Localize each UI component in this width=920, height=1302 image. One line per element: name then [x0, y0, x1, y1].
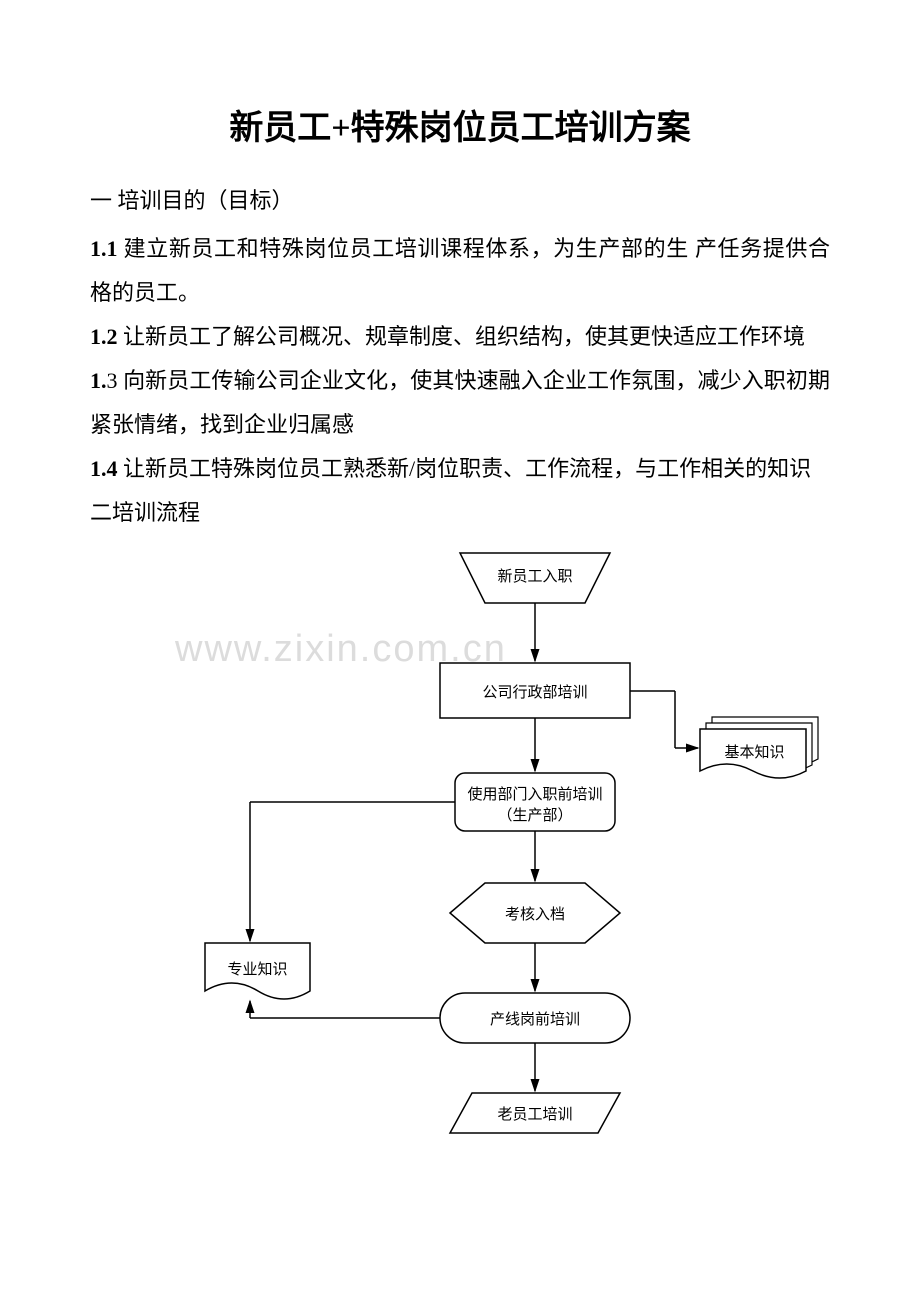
para-1-1-text: 建立新员工和特殊岗位员工培训课程体系，为生产部的生 产任务提供合格的员工。 [90, 236, 830, 305]
para-1-4: 1.4 让新员工特殊岗位员工熟悉新/岗位职责、工作流程，与工作相关的知识 [90, 447, 830, 491]
label-n1: 新员工入职 [460, 565, 610, 586]
para-1-2-text: 让新员工了解公司概况、规章制度、组织结构，使其更快适应工作环境 [118, 324, 806, 349]
label-n5: 产线岗前培训 [440, 1008, 630, 1029]
label-n4: 考核入档 [450, 903, 620, 924]
label-n7: 基本知识 [702, 741, 807, 762]
para-1-2-num: 1.2 [90, 324, 118, 349]
flowchart-svg [90, 543, 830, 1143]
para-1-4-num: 1.4 [90, 456, 118, 481]
para-1-3-text: 3 向新员工传输公司企业文化，使其快速融入企业工作氛围，减少入职初期紧张情绪，找… [90, 368, 830, 437]
section1-heading: 一 培训目的（目标） [90, 179, 830, 223]
para-1-3: 1.3 向新员工传输公司企业文化，使其快速融入企业工作氛围，减少入职初期紧张情绪… [90, 359, 830, 447]
para-1-2: 1.2 让新员工了解公司概况、规章制度、组织结构，使其更快适应工作环境 [90, 315, 830, 359]
section2-heading: 二培训流程 [90, 491, 830, 535]
para-1-4-text: 让新员工特殊岗位员工熟悉新/岗位职责、工作流程，与工作相关的知识 [118, 456, 812, 481]
page-title: 新员工+特殊岗位员工培训方案 [90, 100, 830, 149]
para-1-1-num: 1.1 [90, 236, 118, 261]
label-n6: 老员工培训 [460, 1103, 610, 1124]
label-n2: 公司行政部培训 [440, 681, 630, 702]
label-n3: 使用部门入职前培训（生产部） [455, 783, 615, 825]
para-1-1: 1.1 建立新员工和特殊岗位员工培训课程体系，为生产部的生 产任务提供合格的员工… [90, 227, 830, 315]
para-1-3-num: 1. [90, 368, 107, 393]
label-n8: 专业知识 [205, 958, 310, 979]
training-flowchart: 新员工入职 公司行政部培训 使用部门入职前培训（生产部） 考核入档 产线岗前培训… [90, 543, 830, 1133]
